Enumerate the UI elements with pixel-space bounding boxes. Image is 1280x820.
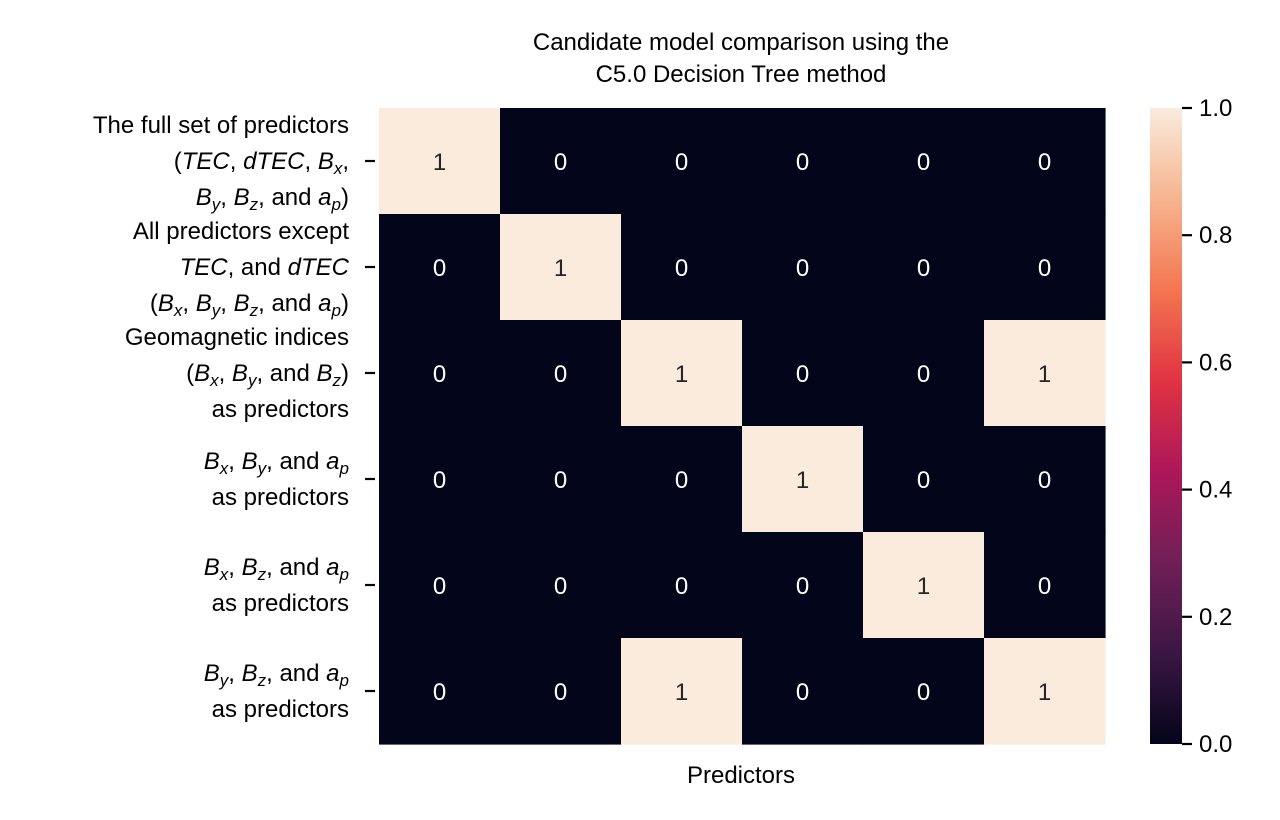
heatmap-cell-label: 0 [1038, 573, 1051, 600]
heatmap-cell [379, 320, 501, 427]
heatmap-cell-label: 0 [433, 467, 446, 494]
heatmap-cell-label: 1 [433, 149, 446, 176]
heatmap-cell-label: 0 [554, 467, 567, 494]
heatmap-cell-label: 0 [917, 255, 930, 282]
colorbar [1150, 108, 1182, 744]
heatmap-cell [379, 214, 501, 321]
heatmap-cell [742, 108, 864, 215]
y-tick-label: as predictors [212, 696, 349, 723]
heatmap-cell [379, 532, 501, 639]
heatmap-cell-label: 0 [433, 255, 446, 282]
heatmap-cell-label: 0 [1038, 467, 1051, 494]
heatmap-cell-label: 0 [675, 255, 688, 282]
heatmap-cell-label: 0 [675, 573, 688, 600]
y-tick-label: Bx, Bz, and ap [204, 554, 349, 584]
y-tick-label: (TEC, dTEC, Bx, [174, 148, 349, 178]
heatmap-cell-label: 1 [917, 573, 930, 600]
y-tick-label: (Bx, By, and Bz) [186, 360, 349, 390]
heatmap-cell [742, 638, 864, 745]
heatmap-cell [742, 320, 864, 427]
heatmap-cell [500, 320, 622, 427]
heatmap-cell [742, 532, 864, 639]
heatmap-cell [863, 638, 985, 745]
heatmap-cell-label: 0 [554, 573, 567, 600]
heatmap-cell [379, 108, 501, 215]
y-tick-label: All predictors except [133, 218, 349, 245]
y-tick-label: TEC, and dTEC [180, 254, 350, 281]
heatmap-cell [984, 214, 1106, 321]
heatmap-cell [500, 108, 622, 215]
heatmap-cell-label: 1 [675, 679, 688, 706]
heatmap-cell [984, 532, 1106, 639]
heatmap-cell [500, 214, 622, 321]
heatmap-cell-label: 1 [675, 361, 688, 388]
heatmap-cell [863, 108, 985, 215]
heatmap-cell [621, 426, 743, 533]
heatmap-cell-label: 0 [554, 679, 567, 706]
heatmap-cell-label: 0 [675, 467, 688, 494]
y-tick-label: The full set of predictors [93, 112, 349, 139]
heatmap-cell-label: 0 [796, 573, 809, 600]
heatmap-cell [742, 214, 864, 321]
heatmap-cell-label: 0 [554, 149, 567, 176]
heatmap-cell [621, 214, 743, 321]
heatmap-cell-label: 0 [917, 467, 930, 494]
heatmap-cell [621, 320, 743, 427]
heatmap-cell-label: 1 [554, 255, 567, 282]
heatmap-cell [621, 108, 743, 215]
heatmap-cell [863, 320, 985, 427]
y-tick-label: (Bx, By, Bz, and ap) [150, 290, 349, 320]
heatmap-cell-label: 1 [796, 467, 809, 494]
heatmap-cell-label: 1 [1038, 679, 1051, 706]
heatmap-cell [621, 532, 743, 639]
heatmap-cell-label: 0 [796, 149, 809, 176]
y-tick-label: as predictors [212, 396, 349, 423]
colorbar-tick-label: 0.6 [1199, 349, 1232, 376]
heatmap-cell [742, 426, 864, 533]
heatmap-cell [984, 638, 1106, 745]
heatmap-cell [863, 426, 985, 533]
heatmap-cell-label: 0 [554, 361, 567, 388]
heatmap-cell-label: 0 [675, 149, 688, 176]
y-tick-label: By, Bz, and ap [204, 660, 349, 690]
heatmap-cell-label: 1 [1038, 361, 1051, 388]
y-tick-label: as predictors [212, 484, 349, 511]
y-tick-label: By, Bz, and ap) [196, 184, 349, 214]
heatmap-cell-label: 0 [917, 361, 930, 388]
y-tick-label: Bx, By, and ap [204, 448, 349, 478]
colorbar-tick-label: 0.0 [1199, 731, 1232, 758]
heatmap-cell [984, 108, 1106, 215]
heatmap-cell [379, 638, 501, 745]
heatmap-cell [379, 426, 501, 533]
x-axis-label: Predictors [687, 762, 795, 789]
heatmap-cell [984, 426, 1106, 533]
heatmap-cell [984, 320, 1106, 427]
heatmap-cell [500, 638, 622, 745]
chart-title-line: C5.0 Decision Tree method [596, 61, 887, 88]
heatmap-cell-label: 0 [917, 679, 930, 706]
colorbar-tick-label: 1.0 [1199, 95, 1232, 122]
colorbar-tick-label: 0.4 [1199, 477, 1232, 504]
colorbar-tick-label: 0.2 [1199, 604, 1232, 631]
colorbar-tick-label: 0.8 [1199, 222, 1232, 249]
y-tick-label: Geomagnetic indices [125, 324, 349, 351]
heatmap-cell [500, 426, 622, 533]
heatmap-cell-label: 0 [796, 255, 809, 282]
heatmap-cell [863, 214, 985, 321]
heatmap-cell-label: 0 [433, 573, 446, 600]
heatmap-cell [863, 532, 985, 639]
heatmap-cell-label: 0 [917, 149, 930, 176]
heatmap-cell-label: 0 [1038, 255, 1051, 282]
heatmap-cell-label: 0 [433, 361, 446, 388]
heatmap-cell-label: 0 [1038, 149, 1051, 176]
heatmap-cell-label: 0 [796, 361, 809, 388]
heatmap-cell-label: 0 [433, 679, 446, 706]
heatmap-cell [621, 638, 743, 745]
heatmap-cell-label: 0 [796, 679, 809, 706]
y-tick-label: as predictors [212, 590, 349, 617]
chart-title-line: Candidate model comparison using the [533, 29, 949, 56]
heatmap-cell [500, 532, 622, 639]
